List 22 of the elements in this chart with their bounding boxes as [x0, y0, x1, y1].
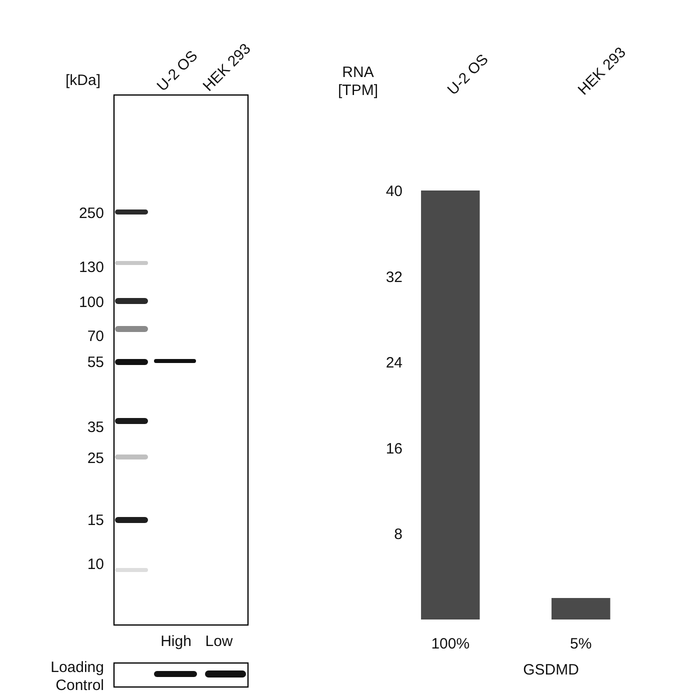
text: 100: [78, 294, 104, 310]
text: 10: [87, 556, 104, 572]
text: [kDa]: [65, 72, 101, 88]
text: 250: [78, 204, 104, 222]
text: 35: [87, 418, 104, 436]
text: 130: [78, 258, 104, 276]
text: 5%: [570, 636, 592, 652]
text: 70: [87, 328, 104, 344]
text: Low: [205, 632, 233, 650]
y-tick-label: 40: [386, 183, 403, 200]
text: 25: [87, 450, 104, 466]
text: 15: [87, 512, 104, 528]
y-tick-label: 32: [386, 268, 403, 286]
text: 55: [87, 354, 104, 370]
text: High: [160, 632, 192, 650]
y-axis-title: RNA [TPM]: [338, 64, 378, 99]
text: 100%: [431, 636, 470, 652]
x-axis-title: GSDMD: [523, 662, 580, 678]
y-tick-label: 24: [386, 354, 403, 372]
y-tick-label: 16: [386, 440, 403, 458]
text: Loading Control: [50, 658, 104, 694]
y-tick-label: 8: [394, 526, 402, 544]
